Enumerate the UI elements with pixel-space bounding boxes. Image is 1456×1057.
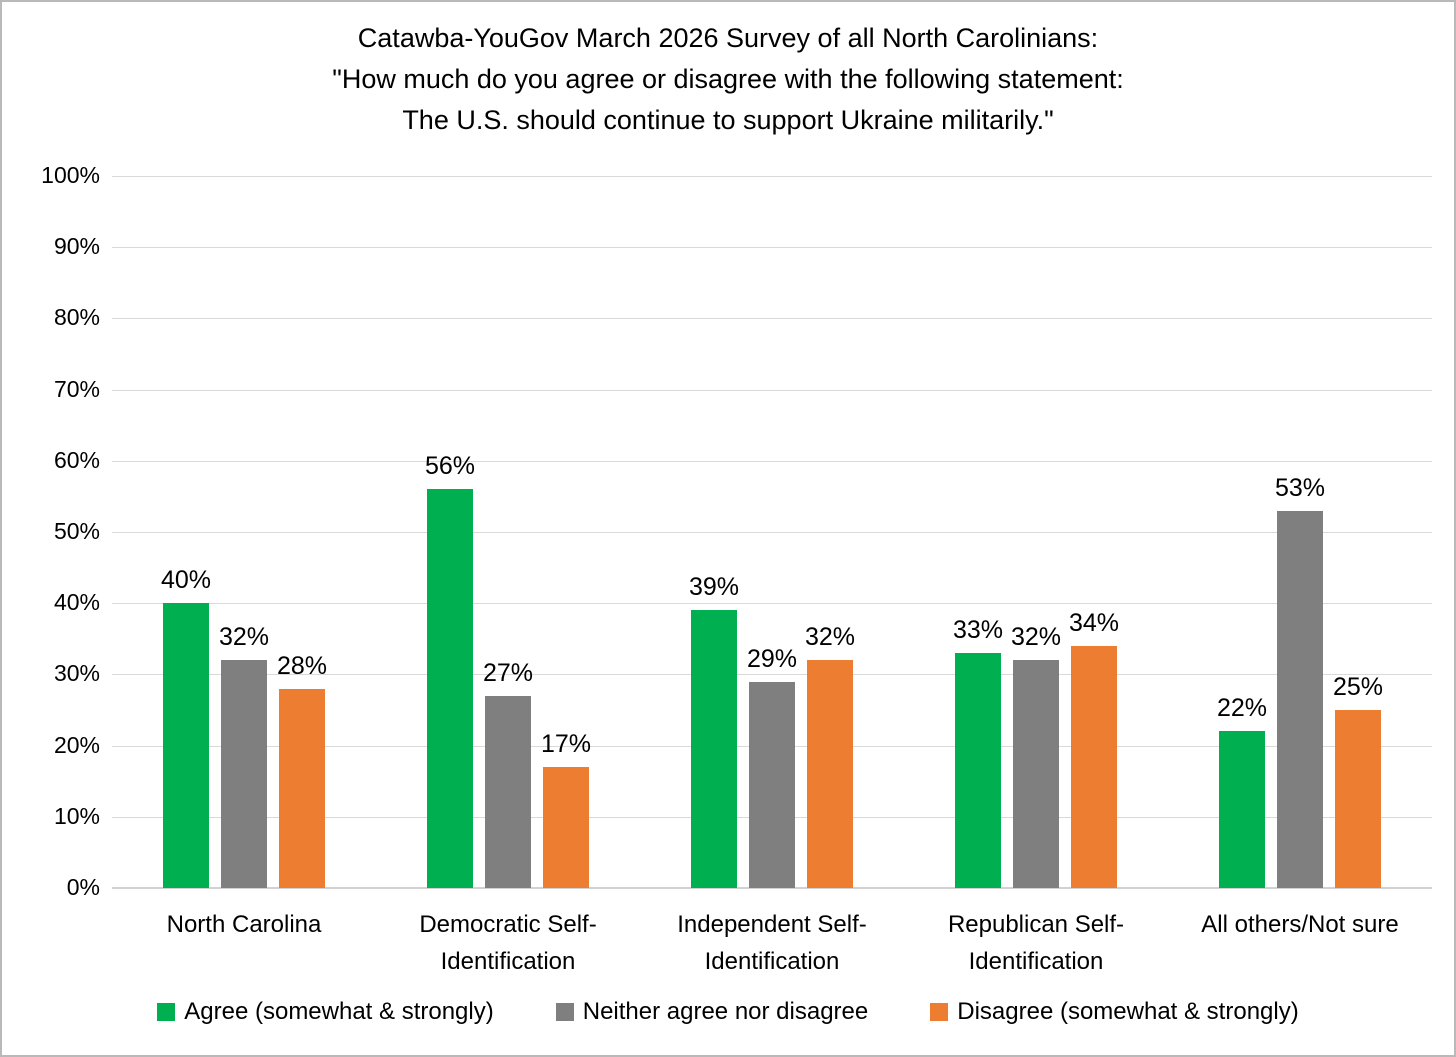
category-label-democratic-self-identification: Democratic Self- Identification: [419, 911, 597, 975]
bar-disagree-independent-self-identification: [807, 660, 853, 888]
category-label-independent-self-identification: Independent Self- Identification: [677, 911, 867, 975]
legend-swatch-disagree: [930, 1003, 949, 1021]
y-axis-label-50: 50%: [53, 518, 100, 544]
chart-title-line-2: "How much do you agree or disagree with …: [332, 64, 1124, 94]
bar-disagree-democratic-self-identification: [543, 766, 589, 888]
legend-item-neither: Neither agree nor disagree: [555, 998, 869, 1026]
bar-agree-republican-self-identification: [955, 653, 1001, 888]
gridline-80: [112, 318, 1432, 320]
bar-disagree-north-carolina: [279, 688, 325, 888]
legend-label-agree: Agree (somewhat & strongly): [184, 998, 494, 1025]
gridline-60: [112, 460, 1432, 462]
y-axis-label-0: 0%: [66, 874, 100, 900]
bar-neither-independent-self-identification: [749, 681, 795, 888]
bar-agree-north-carolina: [163, 603, 209, 888]
gridline-40: [112, 603, 1432, 605]
gridline-100: [112, 176, 1432, 177]
bar-neither-republican-self-identification: [1013, 660, 1059, 888]
value-label-neither-north-carolina: 32%: [218, 623, 270, 652]
bar-disagree-all-others-not-sure: [1335, 710, 1381, 888]
legend-label-disagree: Disagree (somewhat & strongly): [957, 998, 1299, 1025]
chart-title-line-1: Catawba-YouGov March 2026 Survey of all …: [357, 23, 1099, 53]
value-label-neither-all-others-not-sure: 53%: [1274, 473, 1326, 502]
value-label-disagree-republican-self-identification: 34%: [1068, 608, 1120, 637]
category-label-all-others-not-sure: All others/Not sure: [1201, 911, 1399, 938]
y-axis-label-40: 40%: [53, 589, 100, 616]
legend-item-agree: Agree (somewhat & strongly): [157, 998, 494, 1026]
plot-area: 0% 10% 20% 30% 40% 50% 60% 70% 80% 90% 100% 40% 56% 3…: [41, 162, 1432, 975]
value-label-neither-democratic-self-identification: 27%: [482, 658, 534, 687]
y-axis-label-80: 80%: [53, 304, 100, 331]
chart-title: Catawba-YouGov March 2026 Survey of all …: [2, 18, 1454, 141]
value-label-disagree-democratic-self-identification: 17%: [540, 729, 592, 758]
value-label-agree-north-carolina: 40%: [160, 566, 212, 595]
x-axis-line: [112, 887, 1432, 889]
value-label-agree-independent-self-identification: 39%: [688, 573, 740, 602]
bar-agree-democratic-self-identification: [427, 489, 473, 888]
gridline-30: [112, 674, 1432, 676]
bar-neither-all-others-not-sure: [1277, 510, 1323, 888]
bar-agree-all-others-not-sure: [1219, 731, 1265, 888]
category-label-north-carolina: North Carolina: [166, 911, 322, 938]
value-label-neither-independent-self-identification: 29%: [746, 644, 798, 673]
value-label-agree-democratic-self-identification: 56%: [424, 452, 476, 481]
y-axis-label-20: 20%: [53, 731, 100, 758]
bar-neither-democratic-self-identification: [485, 695, 531, 888]
value-label-disagree-north-carolina: 28%: [276, 651, 328, 680]
y-axis-label-60: 60%: [53, 446, 100, 473]
y-axis-label-10: 10%: [53, 802, 100, 829]
bar-disagree-republican-self-identification: [1071, 645, 1117, 888]
legend-label-neither: Neither agree nor disagree: [582, 998, 869, 1025]
gridline-70: [112, 389, 1432, 391]
category-label-republican-self-identification: Republican Self- Identification: [947, 911, 1125, 975]
y-axis-label-100: 100%: [41, 162, 100, 188]
legend-swatch-agree: [157, 1003, 176, 1021]
value-label-agree-all-others-not-sure: 22%: [1216, 694, 1268, 723]
y-axis-label-90: 90%: [53, 233, 100, 260]
y-axis-label-70: 70%: [53, 375, 100, 402]
y-axis-label-30: 30%: [53, 660, 100, 687]
value-label-agree-republican-self-identification: 33%: [952, 616, 1004, 645]
legend-item-disagree: Disagree (somewhat & strongly): [930, 998, 1299, 1026]
bar-agree-independent-self-identification: [691, 610, 737, 888]
value-label-neither-republican-self-identification: 32%: [1010, 623, 1062, 652]
gridline-50: [112, 532, 1432, 533]
legend: Agree (somewhat & strongly) Neither agree…: [2, 998, 1454, 1026]
value-label-disagree-independent-self-identification: 32%: [804, 623, 856, 652]
bar-neither-north-carolina: [221, 660, 267, 888]
chart-title-line-3: The U.S. should continue to support Ukra…: [402, 105, 1054, 135]
gridline-90: [112, 247, 1432, 249]
legend-swatch-neither: [555, 1003, 574, 1021]
value-label-disagree-all-others-not-sure: 25%: [1332, 673, 1384, 701]
